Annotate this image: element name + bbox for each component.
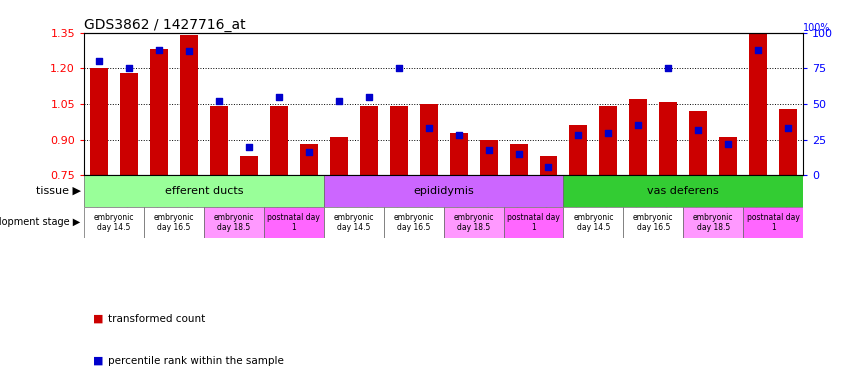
Bar [629, 99, 648, 175]
Bar [690, 111, 707, 175]
Point [152, 47, 166, 53]
Text: tissue ▶: tissue ▶ [35, 186, 81, 196]
Bar [360, 106, 378, 175]
Text: epididymis: epididymis [413, 186, 474, 196]
Bar [144, 207, 204, 238]
Bar [120, 73, 138, 175]
Bar [150, 49, 168, 175]
Point [392, 65, 405, 71]
Point [182, 48, 196, 54]
Bar [84, 207, 144, 238]
Text: postnatal day
1: postnatal day 1 [747, 213, 800, 232]
Bar [479, 140, 498, 175]
Point [93, 58, 106, 64]
Bar [180, 35, 198, 175]
Point [601, 129, 615, 136]
Text: embryonic
day 14.5: embryonic day 14.5 [94, 213, 135, 232]
Text: ■: ■ [93, 314, 103, 324]
Text: embryonic
day 18.5: embryonic day 18.5 [693, 213, 733, 232]
Bar [504, 207, 563, 238]
Bar [240, 156, 258, 175]
Point [632, 122, 645, 128]
Point [242, 144, 256, 150]
Bar [270, 106, 288, 175]
Bar [324, 175, 563, 207]
Point [722, 141, 735, 147]
Point [212, 98, 225, 104]
Bar [420, 104, 437, 175]
Text: embryonic
day 18.5: embryonic day 18.5 [214, 213, 254, 232]
Text: 100%: 100% [803, 23, 831, 33]
Point [662, 65, 675, 71]
Text: embryonic
day 16.5: embryonic day 16.5 [154, 213, 194, 232]
Point [482, 147, 495, 153]
Bar [659, 102, 677, 175]
Bar [443, 207, 504, 238]
Bar [569, 125, 587, 175]
Bar [450, 132, 468, 175]
Point [362, 94, 375, 100]
Text: postnatal day
1: postnatal day 1 [267, 213, 320, 232]
Text: embryonic
day 16.5: embryonic day 16.5 [633, 213, 674, 232]
Bar [389, 106, 408, 175]
Point [691, 127, 705, 133]
Bar [84, 175, 324, 207]
Text: ■: ■ [93, 356, 103, 366]
Bar [749, 33, 767, 175]
Bar [210, 106, 228, 175]
Text: percentile rank within the sample: percentile rank within the sample [108, 356, 283, 366]
Text: postnatal day
1: postnatal day 1 [507, 213, 560, 232]
Bar [383, 207, 443, 238]
Bar [264, 207, 324, 238]
Bar [539, 156, 558, 175]
Text: efferent ducts: efferent ducts [165, 186, 243, 196]
Point [332, 98, 346, 104]
Text: embryonic
day 14.5: embryonic day 14.5 [574, 213, 614, 232]
Bar [600, 106, 617, 175]
Bar [719, 137, 738, 175]
Bar [563, 175, 803, 207]
Bar [90, 68, 108, 175]
Bar [623, 207, 683, 238]
Bar [563, 207, 623, 238]
Point [781, 125, 795, 131]
Text: embryonic
day 18.5: embryonic day 18.5 [453, 213, 494, 232]
Text: transformed count: transformed count [108, 314, 205, 324]
Bar [743, 207, 803, 238]
Point [572, 132, 585, 139]
Bar [683, 207, 743, 238]
Point [452, 132, 465, 139]
Bar [299, 144, 318, 175]
Point [272, 94, 286, 100]
Text: development stage ▶: development stage ▶ [0, 217, 81, 227]
Text: GDS3862 / 1427716_at: GDS3862 / 1427716_at [84, 18, 246, 31]
Point [512, 151, 526, 157]
Text: vas deferens: vas deferens [648, 186, 719, 196]
Bar [330, 137, 348, 175]
Bar [324, 207, 383, 238]
Text: embryonic
day 14.5: embryonic day 14.5 [334, 213, 374, 232]
Point [752, 47, 765, 53]
Point [542, 164, 555, 170]
Text: embryonic
day 16.5: embryonic day 16.5 [394, 213, 434, 232]
Bar [779, 109, 797, 175]
Point [302, 149, 315, 156]
Bar [510, 144, 527, 175]
Bar [204, 207, 264, 238]
Point [422, 125, 436, 131]
Point [122, 65, 135, 71]
